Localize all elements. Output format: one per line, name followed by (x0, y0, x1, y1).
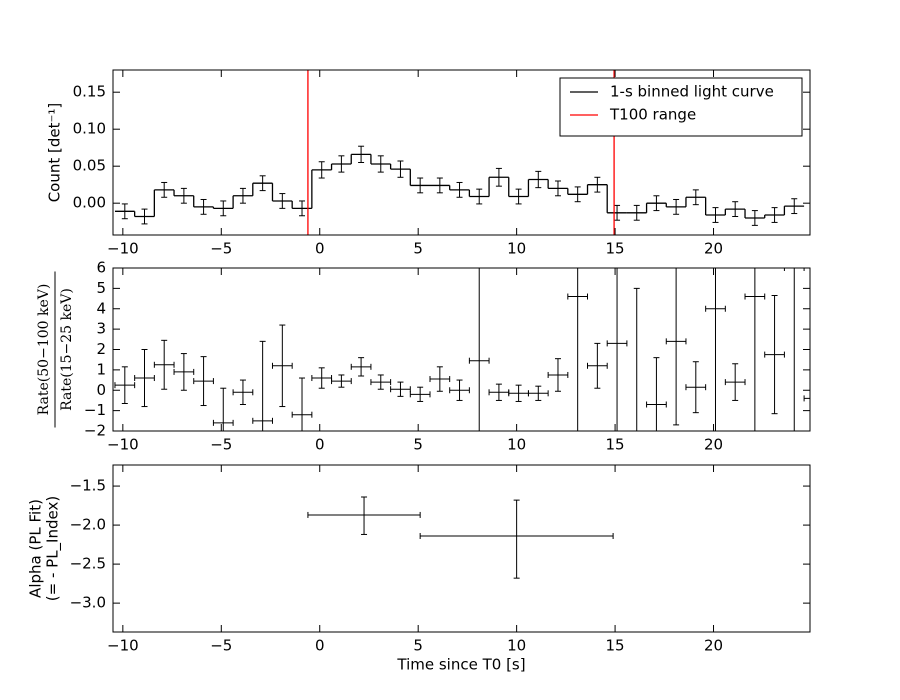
x-tick-label: 0 (315, 240, 325, 258)
y-tick-label: 5 (96, 279, 106, 297)
y-tick-label: 1 (96, 360, 106, 378)
y-tick-label: −2.5 (70, 555, 106, 573)
x-tick-label: 5 (413, 436, 423, 454)
x-tick-label: −5 (210, 637, 232, 655)
x-tick-label: 15 (606, 436, 625, 454)
legend-label: 1-s binned light curve (610, 83, 774, 101)
x-tick-label: 5 (413, 240, 423, 258)
x-tick-label: 5 (413, 637, 423, 655)
y-tick-label: −2 (84, 422, 106, 440)
y-tick-label: 0.10 (73, 120, 106, 138)
axes-frame (112, 267, 811, 432)
x-tick-label: 0 (315, 436, 325, 454)
y-tick-label: 3 (96, 320, 106, 338)
plot-area (114, 70, 805, 235)
x-tick-label: −5 (210, 436, 232, 454)
legend-box (559, 77, 803, 137)
y-axis-label: Alpha (PL Fit) (27, 499, 45, 598)
y-tick-label: 0.15 (73, 83, 106, 101)
legend-label: T100 range (609, 106, 696, 124)
y-tick-label: 0.00 (73, 194, 106, 212)
x-tick-label: 10 (507, 240, 526, 258)
y-tick-label: −3.0 (70, 594, 106, 612)
x-tick-label: 0 (315, 637, 325, 655)
plot-area (114, 268, 810, 431)
x-tick-label: 15 (606, 637, 625, 655)
x-tick-label: 20 (704, 240, 723, 258)
plot-area (307, 496, 614, 579)
y-axis-label-denominator: Rate(15−25 keV) (59, 288, 75, 411)
y-tick-label: −2.0 (70, 516, 106, 534)
x-tick-label: −10 (107, 436, 139, 454)
x-tick-label: 15 (606, 240, 625, 258)
x-axis-label: Time since T0 [s] (396, 656, 525, 674)
axes-frame (112, 69, 811, 236)
y-tick-label: 2 (96, 340, 106, 358)
y-tick-label: −1 (84, 401, 106, 419)
y-axis-label-numerator: Rate(50−100 keV) (36, 284, 52, 416)
y-tick-label: 0 (96, 381, 106, 399)
y-tick-label: 6 (96, 259, 106, 277)
x-tick-label: −10 (107, 637, 139, 655)
x-tick-label: −5 (210, 240, 232, 258)
y-tick-label: 0.05 (73, 157, 106, 175)
axes-frame (112, 464, 811, 633)
y-tick-label: 4 (96, 299, 106, 317)
y-tick-label: −1.5 (70, 477, 106, 495)
x-tick-label: 20 (704, 637, 723, 655)
x-tick-label: 10 (507, 436, 526, 454)
y-axis-label: (= - PL_Index) (44, 496, 63, 601)
y-axis-label: Count [det⁻¹] (46, 103, 64, 203)
x-tick-label: 20 (704, 436, 723, 454)
x-tick-label: −10 (107, 240, 139, 258)
x-tick-label: 10 (507, 637, 526, 655)
